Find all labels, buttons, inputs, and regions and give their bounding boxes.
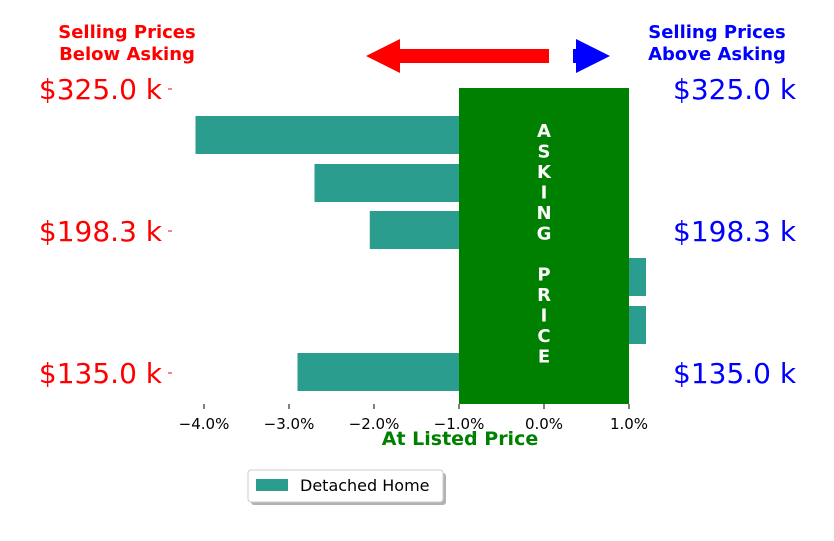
x-tick-label: −2.0% xyxy=(349,415,400,433)
bar-5 xyxy=(629,306,646,344)
bars-group xyxy=(195,116,646,391)
legend-swatch xyxy=(256,479,288,491)
x-axis: −4.0% −3.0% −2.0% −1.0% 0.0% 1.0% xyxy=(179,404,648,433)
asking-price-letter: K xyxy=(537,162,552,183)
above-asking-header-line1: Selling Prices xyxy=(648,22,785,43)
asking-price-letter: C xyxy=(537,326,550,347)
asking-price-letter: I xyxy=(541,306,548,327)
left-arrow-icon xyxy=(366,39,549,73)
legend: Detached Home xyxy=(247,469,446,505)
x-tick-label: −3.0% xyxy=(264,415,315,433)
bar-6 xyxy=(297,353,459,391)
left-price-label-mid: $198.3 k xyxy=(39,215,163,248)
right-price-label-mid: $198.3 k xyxy=(673,215,797,248)
right-price-label-bottom: $135.0 k xyxy=(673,357,797,390)
left-price-label-top: $325.0 k xyxy=(39,73,163,106)
asking-price-letter: A xyxy=(537,121,551,142)
asking-price-letter: E xyxy=(538,347,550,368)
x-tick-label: 1.0% xyxy=(610,415,648,433)
right-arrow-icon xyxy=(573,39,610,73)
bar-3 xyxy=(369,211,459,249)
bar-2 xyxy=(314,164,459,202)
above-asking-header-line2: Above Asking xyxy=(648,44,786,65)
x-tick-label: −4.0% xyxy=(179,415,230,433)
bar-4 xyxy=(629,258,646,296)
below-asking-header-line2: Below Asking xyxy=(59,44,195,65)
x-tick-label: −1.0% xyxy=(434,415,485,433)
asking-price-letter: N xyxy=(536,203,551,224)
bar-1 xyxy=(195,116,459,154)
asking-price-letter: G xyxy=(537,224,552,245)
below-asking-header-line1: Selling Prices xyxy=(58,22,195,43)
right-price-label-top: $325.0 k xyxy=(673,73,797,106)
asking-price-letter: I xyxy=(541,183,548,204)
asking-price-letter: P xyxy=(537,265,550,286)
left-price-label-bottom: $135.0 k xyxy=(39,357,163,390)
x-tick-label: 0.0% xyxy=(525,415,563,433)
x-axis-label: At Listed Price xyxy=(382,428,538,450)
asking-price-letter: S xyxy=(538,142,551,163)
legend-label-detached-home: Detached Home xyxy=(300,476,430,495)
asking-price-band xyxy=(459,88,629,404)
asking-price-letter: R xyxy=(537,285,551,306)
